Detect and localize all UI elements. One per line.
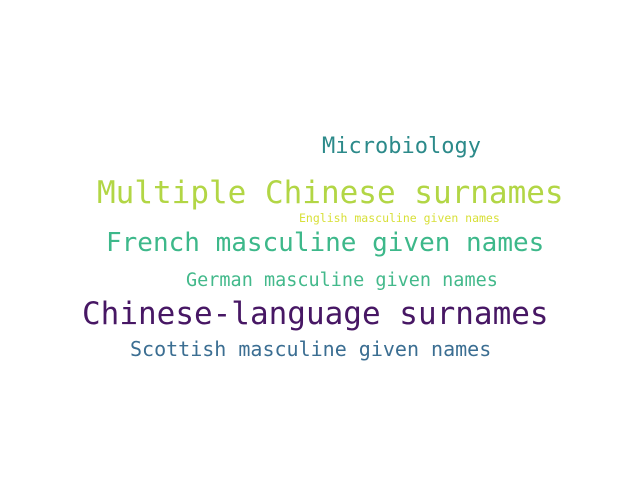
- word-english-masculine-given-names: English masculine given names: [299, 211, 500, 225]
- word-german-masculine-given-names: German masculine given names: [186, 270, 498, 291]
- word-multiple-chinese-surnames: Multiple Chinese surnames: [97, 175, 564, 211]
- word-french-masculine-given-names: French masculine given names: [106, 228, 545, 258]
- word-chinese-language-surnames: Chinese-language surnames: [82, 296, 549, 332]
- word-scottish-masculine-given-names: Scottish masculine given names: [130, 337, 492, 361]
- word-microbiology: Microbiology: [322, 134, 481, 159]
